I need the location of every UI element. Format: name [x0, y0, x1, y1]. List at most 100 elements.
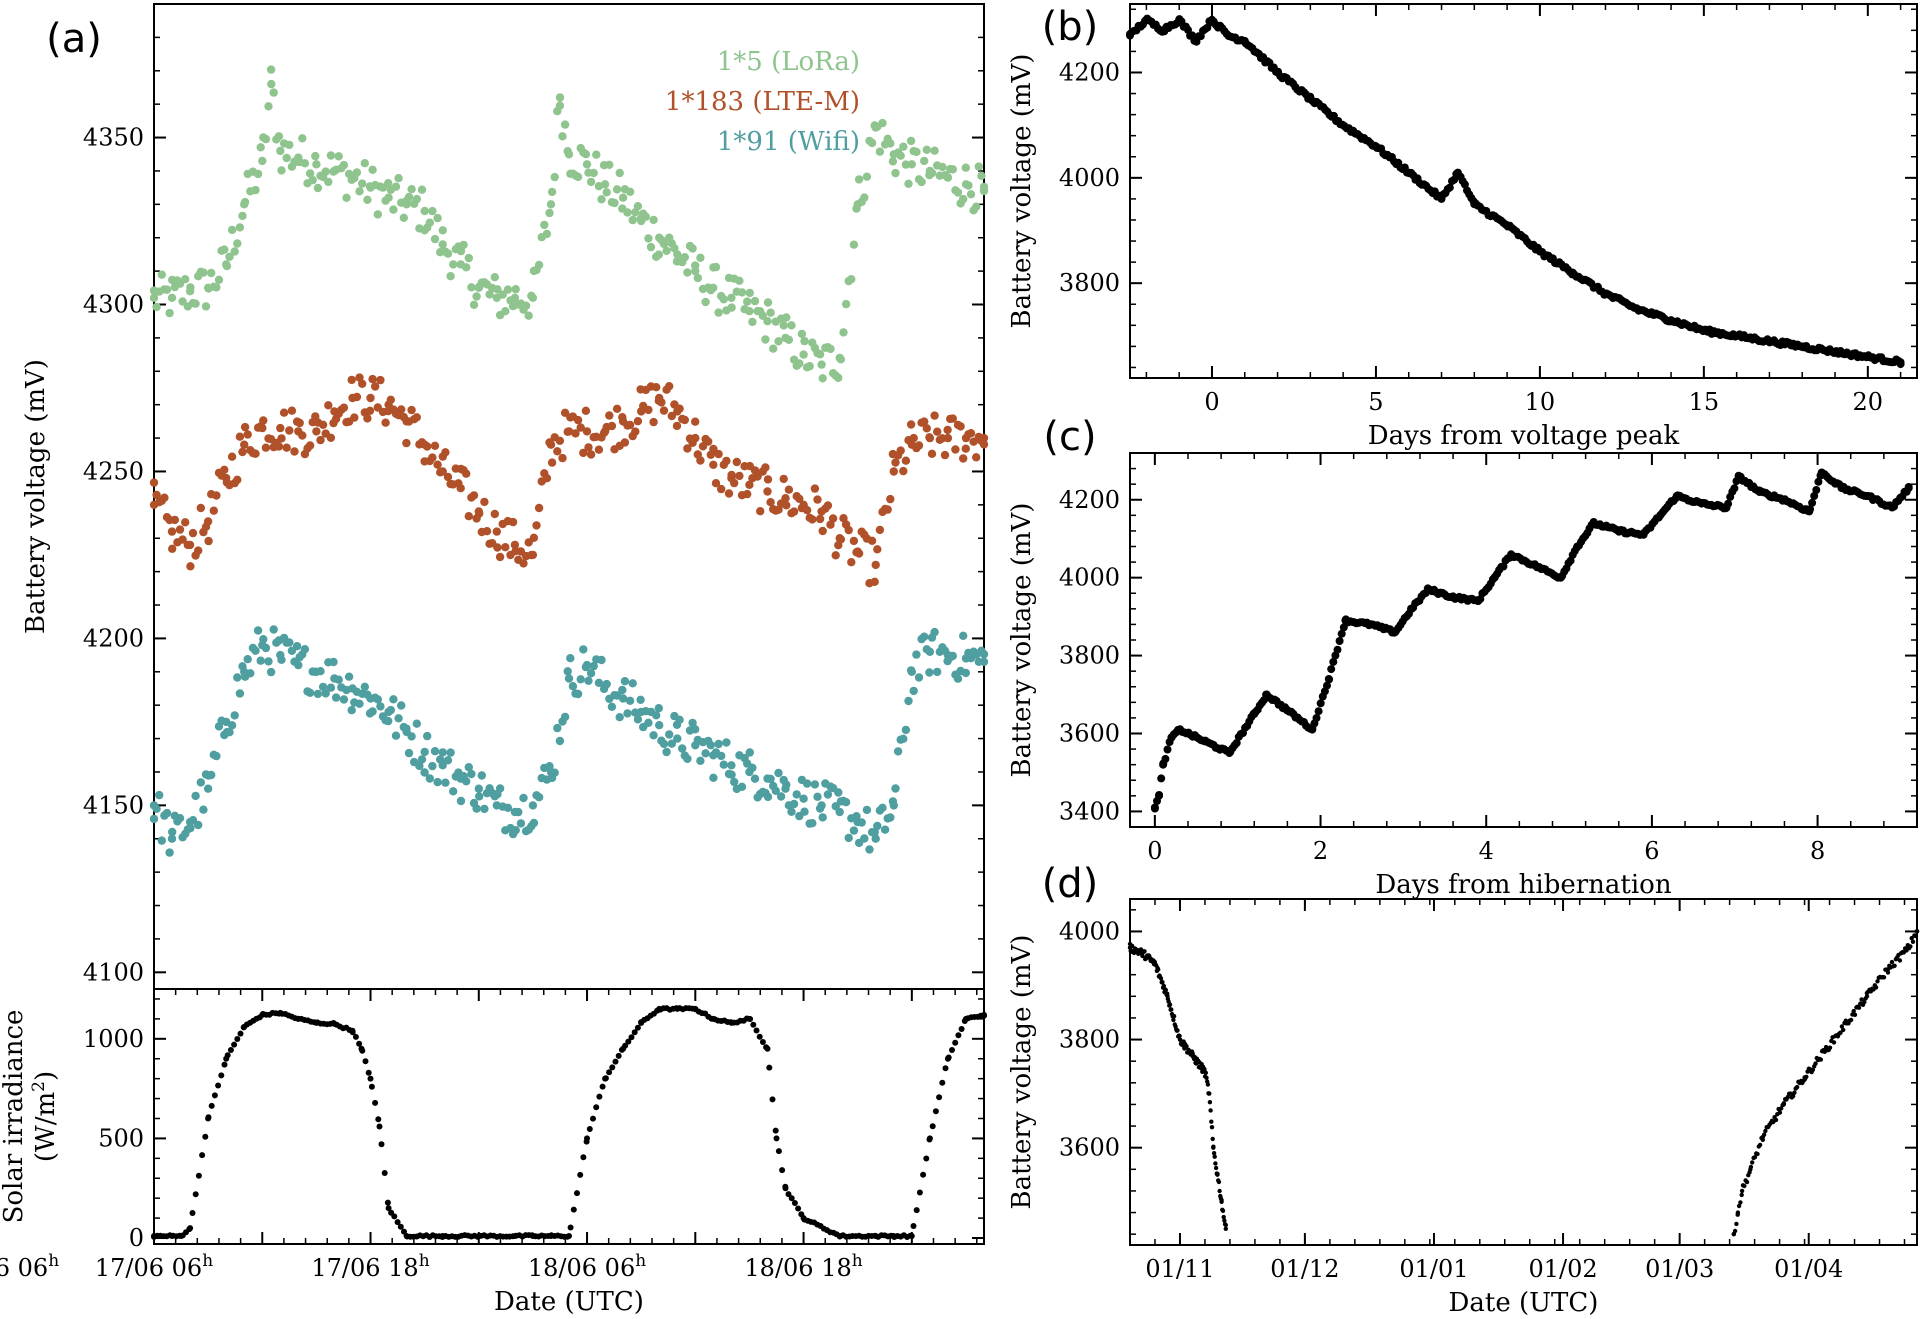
data-point [363, 690, 372, 699]
data-point [586, 450, 596, 459]
data-point [680, 253, 689, 262]
data-point [750, 296, 760, 306]
data-point [753, 472, 762, 481]
data-point [907, 1232, 914, 1239]
data-point [201, 522, 211, 531]
data-point [810, 780, 820, 789]
data-point [815, 514, 825, 524]
data-point [339, 160, 349, 170]
data-point [217, 716, 226, 725]
data-point [852, 812, 861, 821]
data-point [930, 627, 939, 637]
data-point [243, 655, 252, 664]
data-point [234, 1036, 241, 1042]
data-point [312, 160, 321, 169]
data-point [165, 848, 174, 857]
data-point [203, 784, 213, 793]
data-point [625, 187, 635, 196]
data-point [1881, 975, 1887, 980]
data-point [1165, 991, 1170, 996]
data-point [979, 650, 989, 659]
data-point [157, 270, 166, 279]
data-point [737, 782, 747, 791]
data-point [225, 252, 234, 261]
data-point [896, 446, 905, 455]
data-point [942, 1065, 949, 1072]
panel-a-voltage-axes: 4100 4150 4200 4250 4300 4350 Battery voltage … [21, 3, 985, 990]
data-point [277, 434, 286, 443]
data-point [566, 654, 575, 663]
data-point [581, 150, 591, 159]
panel-label: (d) [1042, 861, 1099, 907]
data-point [365, 1069, 372, 1076]
data-point [763, 1044, 770, 1051]
data-point [583, 1138, 590, 1145]
data-point [927, 449, 937, 458]
data-point [183, 540, 192, 550]
data-point [425, 218, 434, 227]
data-point [568, 682, 578, 691]
data-point [312, 427, 321, 436]
data-point [940, 646, 950, 655]
data-point [737, 288, 747, 297]
data-point [696, 456, 705, 465]
data-point [683, 268, 692, 277]
data-point [709, 444, 718, 454]
data-point [167, 834, 177, 843]
data-point [508, 517, 518, 527]
data-point [331, 693, 341, 702]
data-point [1333, 645, 1342, 654]
data-point [389, 695, 398, 704]
data-point [955, 1032, 962, 1039]
data-point [212, 491, 221, 500]
data-point [625, 1038, 632, 1045]
data-point [673, 734, 682, 743]
data-point [430, 234, 440, 244]
data-point [763, 317, 772, 326]
data-point [446, 748, 455, 757]
data-point [224, 1052, 231, 1059]
data-point [222, 261, 232, 271]
data-point [773, 1135, 780, 1142]
data-point [550, 172, 559, 182]
data-point [929, 1123, 936, 1130]
data-point [1738, 1200, 1743, 1205]
data-point [300, 159, 310, 168]
data-point [563, 667, 572, 676]
data-point [633, 202, 643, 211]
data-point [610, 198, 619, 208]
data-point [763, 475, 773, 484]
data-point [844, 833, 853, 843]
data-point [334, 152, 343, 161]
data-point [209, 506, 218, 515]
data-point [659, 239, 669, 249]
data-point [201, 302, 211, 311]
data-point [433, 777, 442, 787]
panel-c-axes: 3400 3600 3800 4000 4200 0 2 4 6 8 Days from hiber… [1007, 452, 1918, 900]
data-point [564, 1233, 571, 1240]
y-tick-label: 4000 [1059, 164, 1120, 192]
data-point [391, 1213, 398, 1220]
data-point [545, 438, 554, 447]
data-point [670, 244, 679, 253]
data-point [420, 768, 429, 777]
data-point [1157, 774, 1166, 783]
data-point [1213, 1161, 1218, 1166]
data-point [761, 463, 770, 472]
data-point [612, 1058, 619, 1065]
data-point [782, 1183, 789, 1190]
data-point [264, 102, 273, 111]
data-point [149, 293, 159, 302]
data-point [240, 422, 250, 432]
data-point [477, 771, 486, 780]
data-point [763, 792, 773, 802]
data-point [691, 725, 700, 734]
data-point [823, 501, 833, 510]
data-point [899, 142, 908, 151]
data-point [841, 798, 851, 807]
data-point [977, 171, 986, 180]
data-point [259, 635, 268, 644]
data-point [1158, 976, 1164, 981]
data-point [714, 308, 723, 317]
data-point [1210, 1136, 1215, 1142]
